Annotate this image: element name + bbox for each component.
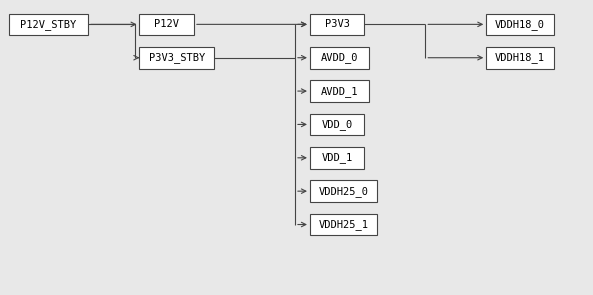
Bar [310, 47, 369, 68]
Bar [310, 14, 364, 35]
Text: P3V3_STBY: P3V3_STBY [148, 52, 205, 63]
Bar [310, 147, 364, 169]
Bar [486, 14, 554, 35]
Text: VDDH25_0: VDDH25_0 [318, 186, 369, 196]
Bar [9, 14, 88, 35]
Bar [139, 47, 214, 68]
Text: VDDH25_1: VDDH25_1 [318, 219, 369, 230]
Bar [310, 180, 377, 202]
Text: VDD_0: VDD_0 [321, 119, 353, 130]
Bar [310, 80, 369, 102]
Bar [139, 14, 194, 35]
Text: AVDD_1: AVDD_1 [321, 86, 358, 96]
Bar [310, 114, 364, 135]
Text: VDD_1: VDD_1 [321, 152, 353, 163]
Text: VDDH18_1: VDDH18_1 [495, 52, 545, 63]
Text: VDDH18_0: VDDH18_0 [495, 19, 545, 30]
Text: P12V: P12V [154, 19, 179, 30]
Text: AVDD_0: AVDD_0 [321, 52, 358, 63]
Text: P3V3: P3V3 [324, 19, 350, 30]
Bar [486, 47, 554, 68]
Bar [310, 214, 377, 235]
Text: P12V_STBY: P12V_STBY [20, 19, 76, 30]
